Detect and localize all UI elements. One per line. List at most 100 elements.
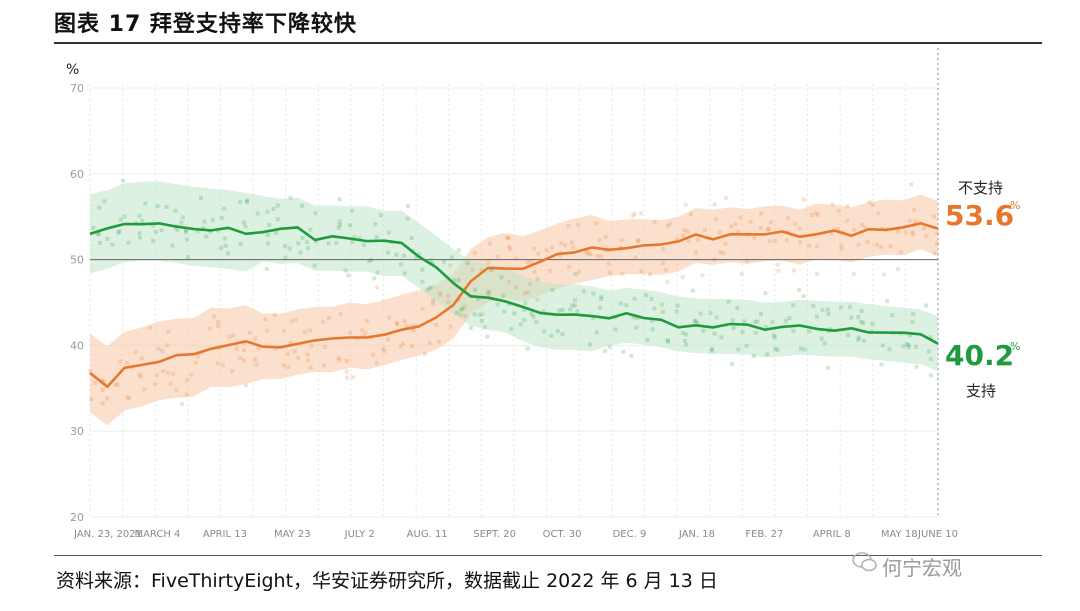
approve-poll-dot xyxy=(890,313,895,318)
x-tick-label: MAY 18 xyxy=(881,529,918,540)
disapprove-poll-dot xyxy=(648,272,653,277)
approve-poll-dot xyxy=(361,242,366,247)
approve-poll-dot xyxy=(472,312,477,317)
approve-poll-dot xyxy=(791,303,796,308)
disapprove-poll-dot xyxy=(665,279,670,284)
disapprove-poll-dot xyxy=(784,238,789,243)
approve-poll-dot xyxy=(555,329,560,334)
approve-poll-dot xyxy=(826,365,831,370)
approve-poll-dot xyxy=(695,320,700,325)
disapprove-poll-dot xyxy=(724,196,729,201)
approve-poll-dot xyxy=(631,315,636,320)
disapprove-poll-dot xyxy=(306,358,311,363)
disapprove-poll-dot xyxy=(420,307,425,312)
approve-poll-dot xyxy=(485,334,490,339)
disapprove-poll-dot xyxy=(215,361,220,366)
disapprove-poll-dot xyxy=(238,356,243,361)
y-tick-label: 40 xyxy=(70,339,84,352)
title-rule xyxy=(54,42,1042,44)
disapprove-poll-dot xyxy=(479,268,484,273)
approve-poll-dot xyxy=(649,318,654,323)
disapprove-poll-dot xyxy=(171,371,176,376)
approve-poll-dot xyxy=(479,318,484,323)
disapprove-poll-dot xyxy=(619,238,624,243)
approve-poll-dot xyxy=(570,303,575,308)
approve-poll-dot xyxy=(787,316,792,321)
disapprove-poll-dot xyxy=(683,202,688,207)
disapprove-poll-dot xyxy=(196,354,201,359)
approve-poll-dot xyxy=(477,312,482,317)
disapprove-poll-dot xyxy=(166,370,171,375)
approve-poll-dot xyxy=(417,252,422,257)
disapprove-poll-dot xyxy=(921,226,926,231)
approve-poll-dot xyxy=(346,273,351,278)
disapprove-poll-dot xyxy=(434,322,439,327)
approve-poll-dot xyxy=(771,333,776,338)
disapprove-poll-dot xyxy=(507,244,512,249)
disapprove-poll-dot xyxy=(398,344,403,349)
approve-poll-dot xyxy=(267,222,272,227)
approve-poll-dot xyxy=(531,314,536,319)
approve-poll-dot xyxy=(819,336,824,341)
disapprove-poll-dot xyxy=(557,253,562,258)
disapprove-poll-dot xyxy=(212,314,217,319)
approve-poll-dot xyxy=(153,229,158,234)
disapprove-poll-dot xyxy=(437,291,442,296)
approve-poll-dot xyxy=(856,315,861,320)
approve-poll-dot xyxy=(208,229,213,234)
approve-poll-dot xyxy=(758,312,763,317)
approve-poll-dot xyxy=(265,209,270,214)
disapprove-poll-dot xyxy=(835,227,840,232)
disapprove-poll-dot xyxy=(253,336,258,341)
disapprove-poll-dot xyxy=(127,396,132,401)
approve-poll-dot xyxy=(856,337,861,342)
approve-poll-dot xyxy=(763,324,768,329)
disapprove-poll-dot xyxy=(888,244,893,249)
approve-poll-dot xyxy=(849,315,854,320)
approve-poll-dot xyxy=(645,337,650,342)
approve-poll-dot xyxy=(682,339,687,344)
approve-poll-dot xyxy=(405,216,410,221)
disapprove-poll-dot xyxy=(256,345,261,350)
approve-poll-dot xyxy=(116,230,121,235)
disapprove-poll-dot xyxy=(374,361,379,366)
disapprove-poll-dot xyxy=(588,252,593,257)
disapprove-poll-dot xyxy=(752,235,757,240)
approve-poll-dot xyxy=(681,330,686,335)
disapprove-band xyxy=(90,194,938,426)
disapprove-poll-dot xyxy=(563,243,568,248)
disapprove-poll-dot xyxy=(797,240,802,245)
disapprove-poll-dot xyxy=(153,382,158,387)
disapprove-poll-dot xyxy=(92,380,97,385)
disapprove-poll-dot xyxy=(253,357,258,362)
wechat-icon xyxy=(852,552,877,572)
approve-poll-dot xyxy=(709,348,714,353)
approve-poll-dot xyxy=(372,276,377,281)
approve-poll-dot xyxy=(394,252,399,257)
approve-poll-dot xyxy=(428,258,433,263)
disapprove-poll-dot xyxy=(830,202,835,207)
approve-poll-dot xyxy=(305,240,310,245)
disapprove-poll-dot xyxy=(797,226,802,231)
disapprove-poll-dot xyxy=(809,213,814,218)
approve-poll-dot xyxy=(483,325,488,330)
disapprove-poll-dot xyxy=(215,323,220,328)
disapprove-poll-dot xyxy=(100,387,105,392)
approve-poll-dot xyxy=(245,200,250,205)
approve-poll-dot xyxy=(910,319,915,324)
approve-poll-dot xyxy=(928,335,933,340)
disapprove-poll-dot xyxy=(281,363,286,368)
disapprove-poll-dot xyxy=(595,254,600,259)
disapprove-poll-dot xyxy=(768,220,773,225)
approve-poll-dot xyxy=(501,293,506,298)
approve-poll-dot xyxy=(223,243,228,248)
approve-poll-dot xyxy=(283,244,288,249)
x-tick-label: JUNE 10 xyxy=(917,529,958,540)
disapprove-poll-dot xyxy=(776,268,781,273)
disapprove-poll-dot xyxy=(839,246,844,251)
approve-poll-dot xyxy=(684,342,689,347)
disapprove-poll-dot xyxy=(227,334,232,339)
disapprove-poll-dot xyxy=(767,238,772,243)
disapprove-poll-dot xyxy=(230,369,235,374)
disapprove-poll-dot xyxy=(738,215,743,220)
